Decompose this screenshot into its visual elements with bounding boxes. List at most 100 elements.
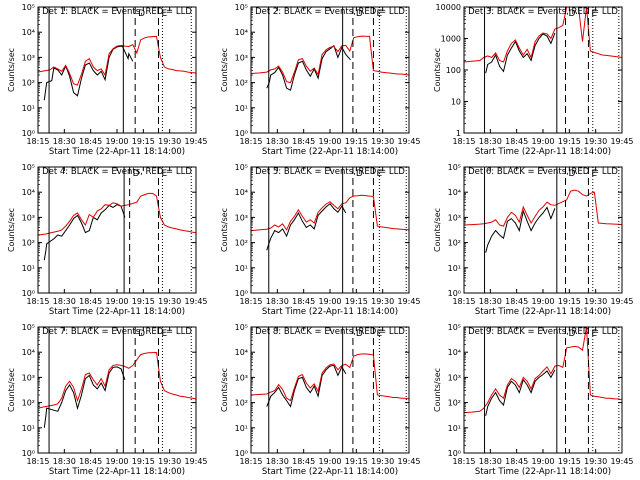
y-axis-label: Counts/sec	[433, 208, 442, 252]
x-tick-label: 19:45	[610, 457, 633, 466]
x-tick-label: 19:30	[584, 457, 607, 466]
panel-title: Det 1: BLACK = Events, RED = LLD	[42, 7, 192, 17]
detector-panel-9: D E 18:15 18:30 18:45 19:00 19:15 19:30 19:45 10⁰…	[433, 323, 634, 477]
x-tick-label: 18:45	[79, 457, 102, 466]
y-tick-label: 10⁰	[22, 129, 35, 138]
x-tick-label: 19:15	[345, 137, 368, 146]
detector-panel-7: D E 18:15 18:30 18:45 19:00 19:15 19:30 19:45 10⁰…	[7, 323, 208, 477]
x-tick-label: 19:15	[345, 457, 368, 466]
lld-series-line	[463, 326, 623, 414]
y-tick-label: 1	[456, 129, 461, 138]
x-tick-label: 19:00	[318, 457, 341, 466]
x-tick-label: 18:45	[505, 457, 528, 466]
x-tick-label: 18:15	[452, 457, 475, 466]
y-tick-label: 10⁰	[235, 129, 248, 138]
events-series-line	[485, 32, 556, 74]
x-tick-label: 18:15	[239, 137, 262, 146]
y-axis-label: Counts/sec	[220, 48, 229, 92]
x-tick-label: 18:30	[266, 137, 289, 146]
x-tick-label: 18:30	[53, 137, 76, 146]
events-series-line	[43, 45, 134, 101]
y-tick-label: 10⁰	[235, 449, 248, 458]
x-tick-label: 19:00	[105, 137, 128, 146]
detector-panel-3: D E 18:15 18:30 18:45 19:00 19:15 19:30 19:45 1 10…	[433, 3, 634, 157]
x-tick-label: 18:15	[26, 457, 49, 466]
x-tick-label: 19:45	[397, 297, 420, 306]
y-axis-label: Counts/sec	[433, 368, 442, 412]
y-tick-label: 1000	[441, 35, 461, 44]
lld-series-line	[37, 351, 197, 409]
marker-label-d: D	[569, 169, 576, 179]
y-axis-label: Counts/sec	[220, 368, 229, 412]
plot-frame	[37, 326, 197, 454]
y-tick-label: 100	[446, 66, 461, 75]
marker-label-d: D	[356, 169, 363, 179]
y-tick-label: 10⁵	[22, 323, 35, 332]
x-tick-label: 19:30	[158, 137, 181, 146]
y-axis-label: Counts/sec	[7, 48, 16, 92]
y-tick-label: 10⁵	[448, 323, 461, 332]
x-tick-label: 18:45	[505, 297, 528, 306]
y-tick-label: 10²	[448, 239, 461, 248]
marker-label-e: E	[591, 169, 597, 179]
y-tick-label: 10⁴	[235, 348, 248, 357]
marker-label-d: D	[356, 329, 363, 339]
x-tick-label: 19:15	[345, 297, 368, 306]
y-tick-label: 10¹	[235, 104, 248, 113]
y-tick-label: 10¹	[22, 424, 35, 433]
y-tick-label: 10¹	[22, 104, 35, 113]
y-tick-label: 10000	[436, 3, 461, 12]
y-tick-label: 10⁵	[235, 323, 248, 332]
x-tick-label: 19:30	[371, 457, 394, 466]
y-tick-label: 10²	[448, 399, 461, 408]
x-tick-label: 18:45	[292, 457, 315, 466]
marker-label-e: E	[161, 9, 167, 19]
x-tick-label: 18:30	[479, 137, 502, 146]
x-tick-label: 19:30	[584, 137, 607, 146]
x-axis-label: Start Time (22-Apr-11 18:14:00)	[475, 307, 611, 317]
x-tick-label: 18:30	[479, 457, 502, 466]
y-tick-label: 10⁵	[22, 3, 35, 12]
x-tick-label: 18:30	[479, 297, 502, 306]
x-axis-label: Start Time (22-Apr-11 18:14:00)	[262, 147, 398, 157]
y-tick-label: 10⁰	[448, 289, 461, 298]
y-tick-label: 10³	[22, 373, 35, 382]
x-tick-label: 19:30	[158, 457, 181, 466]
detector-panel-2: D E 18:15 18:30 18:45 19:00 19:15 19:30 19:45 10⁰…	[220, 3, 421, 157]
panel-title: Det 2: BLACK = Events, RED = LLD	[255, 7, 405, 17]
marker-label-e: E	[591, 9, 597, 19]
y-tick-label: 10⁰	[448, 449, 461, 458]
detector-panel-5: D E 18:15 18:30 18:45 19:00 19:15 19:30 19:45 10⁰…	[220, 163, 421, 317]
panel-title: Det 6: BLACK = Events, RED = LLD	[468, 167, 618, 177]
detector-panel-1: D E 18:15 18:30 18:45 19:00 19:15 19:30 19:45 10⁰…	[7, 3, 208, 157]
events-series-line	[485, 369, 556, 416]
marker-label-d: D	[569, 329, 576, 339]
y-tick-label: 10²	[235, 399, 248, 408]
x-axis-label: Start Time (22-Apr-11 18:14:00)	[262, 307, 398, 317]
x-tick-label: 18:45	[79, 137, 102, 146]
x-tick-label: 19:00	[318, 137, 341, 146]
x-axis-label: Start Time (22-Apr-11 18:14:00)	[475, 147, 611, 157]
x-tick-label: 19:45	[610, 297, 633, 306]
events-series-line	[266, 364, 347, 408]
y-tick-label: 10⁴	[22, 348, 35, 357]
lld-series-line	[250, 353, 410, 402]
x-tick-label: 18:45	[79, 297, 102, 306]
marker-label-e: E	[161, 169, 167, 179]
marker-label-d: D	[133, 169, 140, 179]
y-tick-label: 10³	[448, 373, 461, 382]
panel-title: Det 7: BLACK = Events, RED = LLD	[42, 327, 192, 337]
lld-series-line	[37, 35, 197, 86]
x-tick-label: 18:15	[239, 297, 262, 306]
x-tick-label: 19:30	[371, 137, 394, 146]
x-tick-label: 19:00	[105, 457, 128, 466]
plot-frame	[250, 166, 410, 294]
y-tick-label: 10⁴	[22, 28, 35, 37]
detector-panel-8: D E 18:15 18:30 18:45 19:00 19:15 19:30 19:45 10⁰…	[220, 323, 421, 477]
x-tick-label: 19:15	[132, 137, 155, 146]
x-tick-label: 18:15	[239, 457, 262, 466]
y-axis-label: Counts/sec	[7, 208, 16, 252]
y-tick-label: 10⁵	[235, 3, 248, 12]
y-tick-label: 10³	[22, 213, 35, 222]
